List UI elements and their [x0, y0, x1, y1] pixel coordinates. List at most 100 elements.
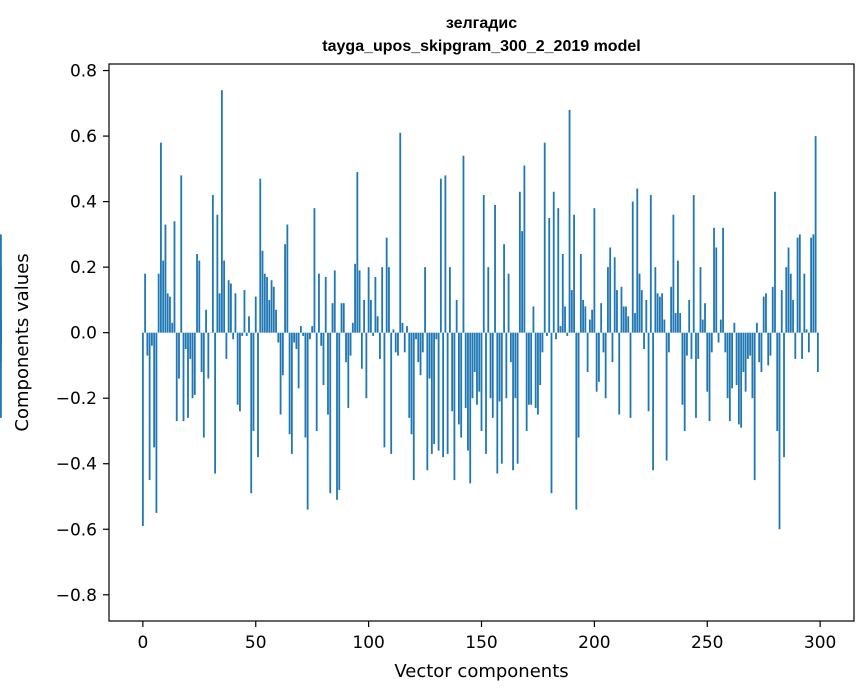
- bar-225: [649, 195, 652, 333]
- bar-210: [616, 290, 618, 333]
- bar-161: [505, 332, 508, 399]
- x-tick-label: 0: [137, 633, 148, 653]
- bar-125: [424, 267, 426, 333]
- bar-167: [518, 191, 521, 333]
- bar-114: [399, 132, 402, 333]
- bar-121: [415, 332, 417, 340]
- bar-36: [223, 260, 226, 333]
- bar-294: [805, 329, 808, 333]
- bar-172: [530, 332, 533, 405]
- bar-32: [214, 332, 217, 474]
- bar-41: [234, 293, 237, 333]
- bar-6: [155, 332, 158, 513]
- bar-58: [272, 286, 275, 333]
- bar-23: [193, 332, 196, 395]
- bar-275: [762, 296, 765, 333]
- bar-137: [451, 332, 454, 412]
- bar-292: [801, 332, 803, 359]
- bar-52: [259, 178, 262, 333]
- bar-116: [403, 332, 406, 353]
- bar-250: [706, 332, 709, 392]
- bar-16: [178, 332, 180, 379]
- bar-79: [320, 332, 323, 346]
- bar-143: [464, 332, 467, 409]
- bar-266: [742, 332, 745, 372]
- bar-239: [681, 332, 684, 405]
- bar-42: [236, 332, 239, 405]
- bar-202: [597, 332, 600, 382]
- bar-8: [160, 142, 162, 333]
- bar-154: [489, 332, 492, 399]
- bar-263: [735, 332, 738, 386]
- bar-276: [765, 293, 767, 333]
- y-tick-label: −0.6: [56, 520, 97, 540]
- bar-279: [771, 286, 774, 333]
- bar-113: [397, 332, 399, 356]
- bar-152: [485, 332, 487, 454]
- bar-89: [342, 303, 345, 333]
- bar-222: [643, 332, 645, 350]
- bar-39: [230, 283, 232, 333]
- bar-298: [814, 136, 817, 333]
- bar-217: [631, 201, 634, 333]
- bar-175: [537, 332, 539, 415]
- bar-242: [688, 299, 691, 333]
- bar-145: [469, 332, 472, 484]
- bar-216: [629, 332, 632, 418]
- bar-170: [525, 332, 528, 431]
- bar-104: [376, 316, 379, 333]
- bar-84: [331, 303, 334, 333]
- bar-86: [336, 332, 338, 500]
- bar-196: [584, 306, 587, 333]
- bar-245: [695, 332, 697, 418]
- bar-265: [740, 332, 743, 428]
- bar-171: [528, 332, 530, 405]
- bar-20: [187, 332, 189, 418]
- bar-45: [243, 290, 246, 333]
- bar-228: [656, 293, 659, 333]
- bar-247: [699, 267, 702, 333]
- y-tick-label: 0.6: [70, 127, 97, 147]
- bar-291: [798, 234, 801, 333]
- bar-147: [473, 332, 476, 372]
- bar-238: [679, 313, 682, 333]
- bar-205: [604, 332, 607, 399]
- bar-155: [491, 332, 494, 418]
- bar-252: [710, 332, 713, 353]
- bar-186: [561, 254, 564, 333]
- bars-group: [0, 90, 819, 530]
- bar-78: [318, 273, 320, 333]
- bar-124: [421, 332, 424, 353]
- bar-108: [385, 237, 388, 333]
- bar-221: [640, 290, 643, 333]
- bar-208: [611, 332, 614, 363]
- bar-80: [322, 332, 325, 386]
- bar-290: [796, 237, 799, 333]
- bar-43: [239, 332, 241, 412]
- bar-140: [458, 332, 460, 425]
- x-axis-label: Vector components: [394, 661, 568, 682]
- bar-38: [227, 280, 230, 333]
- bar-277: [767, 332, 770, 366]
- plot-area-frame: [108, 63, 855, 622]
- bar-254: [715, 247, 718, 333]
- bar-76: [313, 208, 316, 333]
- bar-9: [162, 260, 165, 333]
- y-tick-label: −0.2: [56, 389, 97, 409]
- chart-title: зелгадис: [446, 15, 517, 32]
- y-tick-label: −0.4: [56, 455, 97, 475]
- bar-259: [726, 332, 729, 399]
- bar-197: [586, 332, 589, 372]
- bar-77: [315, 332, 318, 431]
- bar-248: [701, 319, 704, 333]
- bar-51: [257, 332, 259, 458]
- bar-218: [634, 313, 636, 333]
- bar-297: [812, 234, 815, 333]
- x-tick-label: 300: [804, 633, 836, 653]
- bar-163: [509, 332, 512, 363]
- bar-224: [647, 332, 650, 412]
- bar-123: [419, 332, 422, 376]
- bar-164: [512, 332, 515, 471]
- bar-283: [780, 290, 783, 333]
- bar-2: [146, 332, 149, 356]
